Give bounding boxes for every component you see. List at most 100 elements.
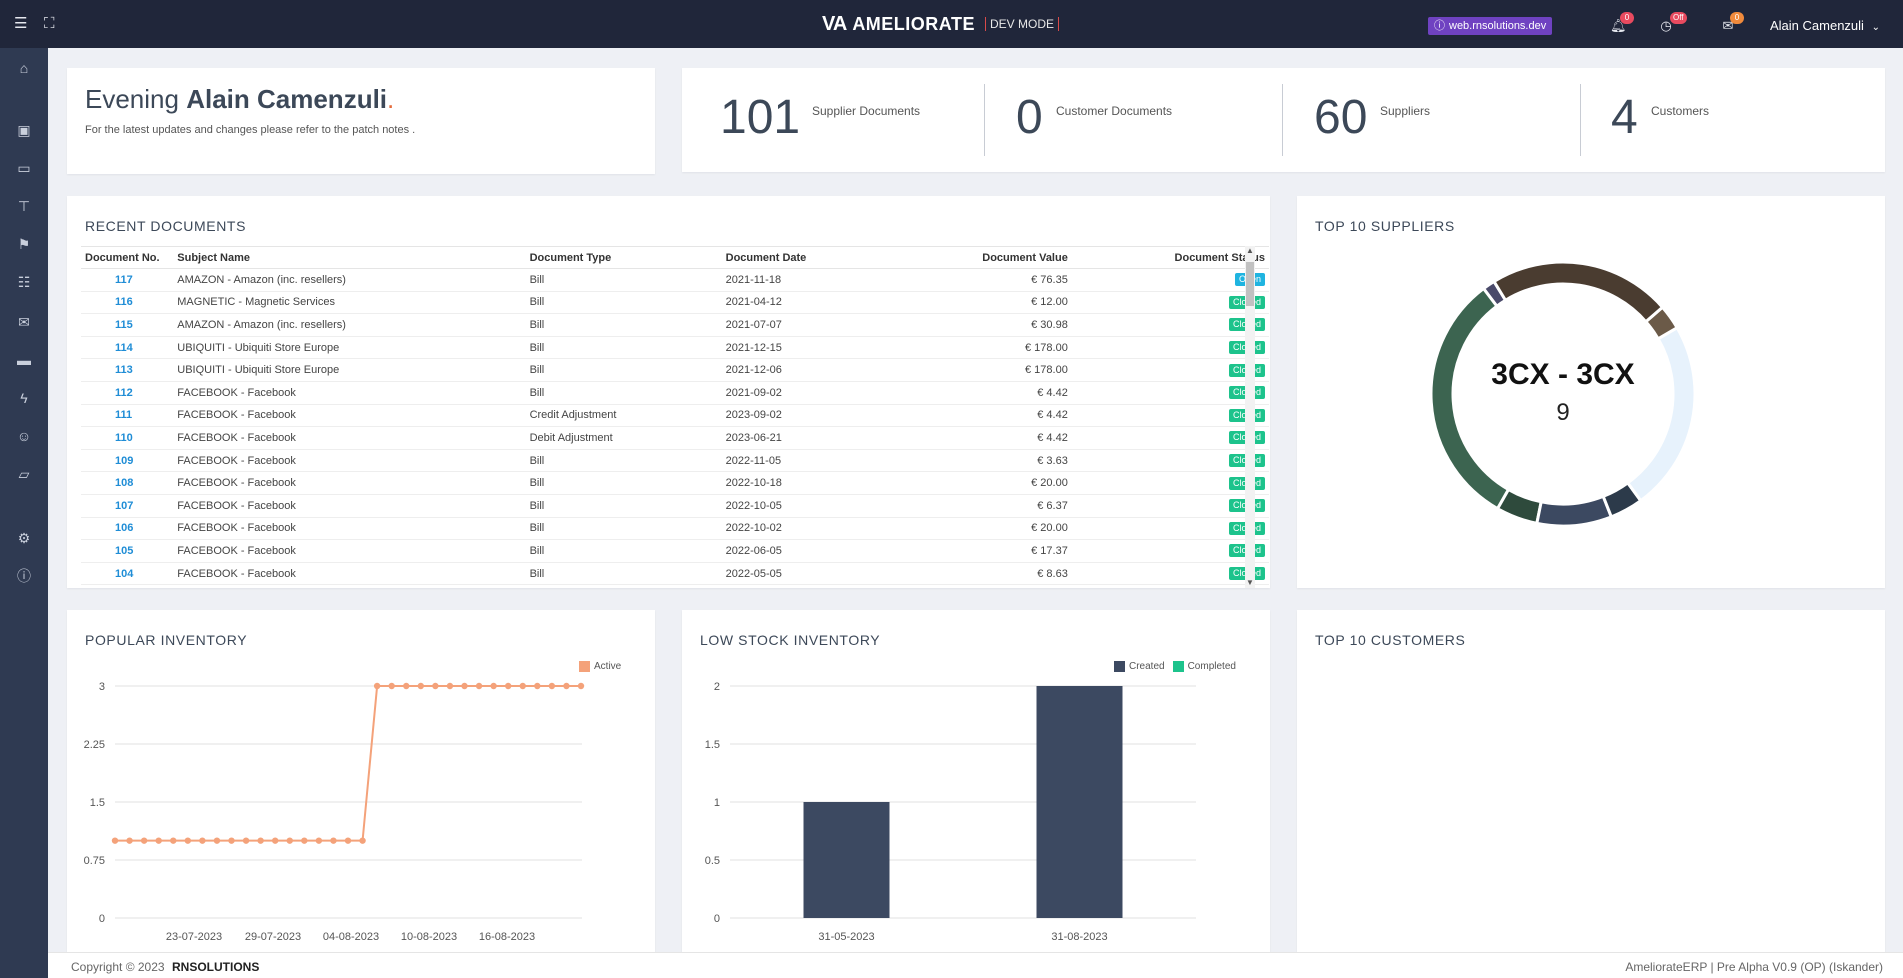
data-point[interactable]	[286, 837, 293, 844]
user-menu[interactable]: Alain Camenzuli ⌄	[1770, 18, 1880, 33]
document-number-link[interactable]: 105	[115, 544, 134, 557]
donut-slice[interactable]	[1535, 494, 1614, 528]
document-number-link[interactable]: 109	[115, 454, 134, 467]
inbox-icon[interactable]: ✉	[18, 314, 30, 330]
document-number-link[interactable]: 117	[115, 273, 133, 286]
bar-created[interactable]	[803, 802, 890, 918]
data-point[interactable]	[548, 682, 556, 690]
folder-open-icon[interactable]: ▭	[17, 160, 31, 176]
data-point[interactable]	[257, 837, 264, 844]
scrollbar-thumb[interactable]	[1246, 262, 1254, 306]
data-point[interactable]	[140, 837, 148, 844]
table-row[interactable]: 114 UBIQUITI - Ubiquiti Store Europe Bill 2…	[81, 336, 1269, 360]
table-row[interactable]: 112 FACEBOOK - Facebook Bill 2021-09-02 € 4.…	[81, 381, 1269, 405]
table-scrollbar[interactable]: ▲ ▼	[1245, 246, 1255, 588]
mail-icon[interactable]: ✉	[1722, 18, 1734, 33]
environment-badge[interactable]: ⓘ web.rnsolutions.dev	[1428, 17, 1553, 35]
data-point[interactable]	[170, 837, 177, 844]
data-point[interactable]	[213, 837, 221, 844]
document-number-link[interactable]: 108	[115, 477, 134, 490]
data-point[interactable]	[432, 682, 439, 690]
list-icon[interactable]: ☷	[17, 274, 31, 290]
document-number-link[interactable]: 107	[115, 499, 134, 512]
data-point[interactable]	[301, 837, 308, 844]
data-point[interactable]	[504, 682, 512, 690]
table-row[interactable]: 109 FACEBOOK - Facebook Bill 2022-11-05 € 3.…	[81, 449, 1269, 473]
data-point[interactable]	[417, 682, 425, 690]
gear-icon[interactable]: ⚙	[17, 530, 31, 546]
credit-card-icon[interactable]: ▬	[17, 352, 31, 368]
fullscreen-icon[interactable]: ⛶	[44, 15, 55, 32]
data-point[interactable]	[126, 837, 133, 844]
data-point[interactable]	[271, 837, 279, 844]
column-header[interactable]: Document No.	[81, 246, 174, 269]
column-header[interactable]: Document Value	[910, 246, 1072, 269]
table-row[interactable]: 116 MAGNETIC - Magnetic Services Bill 2021-…	[81, 291, 1269, 315]
table-row[interactable]: 111 FACEBOOK - Facebook Credit Adjustment 2…	[81, 404, 1269, 428]
clock-icon[interactable]: ◷	[1660, 18, 1672, 33]
data-point[interactable]	[577, 682, 585, 690]
document-number-link[interactable]: 110	[115, 431, 133, 444]
bolt-icon[interactable]: ϟ	[20, 390, 28, 406]
document-number-link[interactable]: 106	[115, 522, 134, 535]
menu-icon[interactable]: ☰	[14, 15, 28, 32]
donut-slice[interactable]	[1491, 260, 1665, 324]
data-point[interactable]	[228, 837, 235, 844]
data-point[interactable]	[155, 837, 162, 844]
column-header[interactable]: Document Date	[721, 246, 911, 269]
column-header[interactable]: Document Status	[1071, 246, 1269, 269]
data-point[interactable]	[330, 837, 337, 844]
stat-supplier-documents[interactable]: 101 Supplier Documents	[720, 68, 980, 172]
table-row[interactable]: 117 AMAZON - Amazon (inc. resellers) Bill 2…	[81, 268, 1269, 292]
scroll-up-icon[interactable]: ▲	[1246, 246, 1254, 255]
table-row[interactable]: 106 FACEBOOK - Facebook Bill 2022-10-02 € 20…	[81, 517, 1269, 541]
brand[interactable]: VA AMELIORATE DEV MODE	[822, 10, 1059, 38]
donut-slice[interactable]	[1601, 480, 1643, 519]
stat-customer-documents[interactable]: 0 Customer Documents	[1016, 68, 1276, 172]
document-number-link[interactable]: 115	[115, 318, 133, 331]
stat-customers[interactable]: 4 Customers	[1611, 68, 1871, 172]
table-row[interactable]: 105 FACEBOOK - Facebook Bill 2022-06-05 € 17…	[81, 539, 1269, 563]
document-number-link[interactable]: 111	[115, 409, 133, 422]
data-point[interactable]	[359, 837, 366, 844]
document-number-link[interactable]: 112	[115, 386, 133, 399]
column-header[interactable]: Document Type	[525, 246, 722, 269]
donut-slice[interactable]	[1625, 325, 1697, 503]
column-header[interactable]: Subject Name	[173, 246, 526, 269]
table-row[interactable]: 115 AMAZON - Amazon (inc. resellers) Bill 2…	[81, 313, 1269, 337]
data-point[interactable]	[519, 682, 526, 690]
folder-icon[interactable]: ▱	[18, 466, 30, 482]
home-icon[interactable]: ⌂	[19, 60, 29, 76]
info-circle-icon[interactable]: ⓘ	[17, 568, 31, 584]
data-point[interactable]	[490, 682, 497, 690]
signpost-icon[interactable]: ⚑	[17, 236, 31, 252]
data-point[interactable]	[563, 682, 570, 690]
data-point[interactable]	[344, 837, 352, 844]
data-point[interactable]	[461, 682, 468, 690]
document-number-link[interactable]: 104	[115, 567, 134, 580]
bar-created[interactable]	[1036, 686, 1123, 918]
table-row[interactable]: 104 FACEBOOK - Facebook Bill 2022-05-05 € 8.…	[81, 562, 1269, 586]
data-point[interactable]	[111, 837, 119, 844]
data-point[interactable]	[446, 682, 454, 690]
data-point[interactable]	[388, 682, 395, 690]
data-point[interactable]	[534, 682, 541, 690]
donut-slice[interactable]	[1429, 286, 1511, 511]
data-point[interactable]	[242, 837, 250, 844]
users-icon[interactable]: ☺	[16, 428, 32, 444]
data-point[interactable]	[403, 682, 410, 690]
data-point[interactable]	[373, 682, 381, 690]
stat-suppliers[interactable]: 60 Suppliers	[1314, 68, 1574, 172]
table-row[interactable]: 108 FACEBOOK - Facebook Bill 2022-10-18 € 20…	[81, 471, 1269, 495]
document-number-link[interactable]: 113	[115, 364, 133, 377]
scroll-down-icon[interactable]: ▼	[1246, 578, 1254, 587]
paint-roller-icon[interactable]: ⊤	[17, 198, 31, 214]
document-number-link[interactable]: 114	[115, 341, 133, 354]
data-point[interactable]	[184, 837, 192, 844]
table-row[interactable]: 107 FACEBOOK - Facebook Bill 2022-10-05 € 6.…	[81, 494, 1269, 518]
document-number-link[interactable]: 116	[115, 296, 133, 309]
company-name[interactable]: RNSOLUTIONS	[172, 960, 260, 974]
briefcase-icon[interactable]: ▣	[17, 122, 31, 138]
table-row[interactable]: 113 UBIQUITI - Ubiquiti Store Europe Bill 2…	[81, 358, 1269, 382]
data-point[interactable]	[315, 837, 323, 844]
